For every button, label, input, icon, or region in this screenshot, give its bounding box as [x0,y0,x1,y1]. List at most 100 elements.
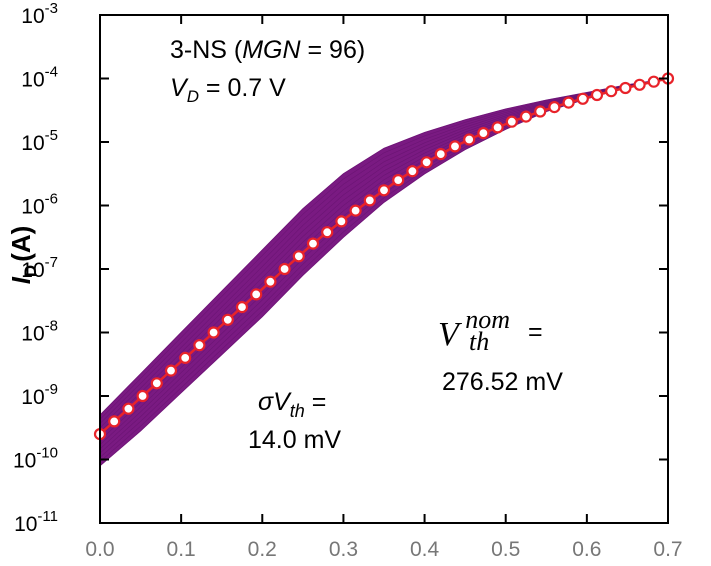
nominal-point [534,105,547,118]
y-tick-base: 10 [13,450,36,473]
nominal-point [605,85,618,98]
vd-annotation-rest: = 0.7 V [199,74,286,102]
sigma-v: σV [258,388,292,416]
sigma-sub: th [290,401,305,421]
y-tick-base: 10 [14,513,37,536]
y-tick-label: 10-11 [14,508,58,536]
variation-curve [99,78,669,454]
y-tick-label: 10-10 [13,445,58,473]
nominal-point [548,100,561,114]
nominal-point [619,81,632,95]
y-tick-label: 10-5 [21,127,58,155]
y-tick-exp: -5 [45,127,58,144]
nominal-point [207,326,220,339]
nominal-point [349,204,362,217]
variation-curve [99,78,669,445]
y-tick-base: 10 [21,69,44,92]
variation-curve [99,78,669,420]
device-annotation: 3-NS (MGN = 96) [170,36,365,64]
x-tick-label: 0.7 [653,538,682,561]
variation-curve [99,78,669,467]
nominal-point [221,313,234,326]
y-tick-label: 10-9 [21,381,58,409]
nominal-point [292,250,305,263]
nominal-point [576,92,589,105]
y-tick-exp: -7 [45,254,58,271]
y-tick-exp: -3 [45,0,58,17]
nominal-point [136,389,149,403]
nominal-point [491,121,504,134]
nominal-point [150,377,163,390]
variation-curve [99,78,669,416]
y-axis-label-sub: D [21,265,40,277]
y-axis-label: ID (A) [6,226,40,285]
vd-annotation-v: V [170,74,189,102]
nominal-point [519,110,533,123]
nominal-point [647,75,660,88]
variation-curve [99,78,669,450]
vth-nom-eq: = [528,318,543,346]
nominal-point [505,115,518,128]
device-annotation-italic: MGN [242,36,301,64]
axis-layer: 0.0 0.1 0.2 0.3 0.4 0.5 0.6 0.710-310-410-510-6… [13,0,683,561]
variation-curve [99,78,669,433]
variation-curve [99,78,669,458]
sigma-eq: = [305,388,327,416]
nominal-point [363,194,376,207]
nominal-point [377,184,391,197]
nominal-point [108,415,121,428]
sigma-value: 14.0 mV [248,426,341,454]
y-tick-exp: -9 [45,381,58,398]
nominal-point [335,215,348,228]
y-tick-exp: -11 [37,508,58,525]
variation-curve [99,78,669,424]
nominal-point [321,226,334,239]
nominal-point [562,96,575,109]
x-tick-label: 0.3 [329,538,358,561]
vd-annotation-sub: D [187,87,199,106]
variation-band-layer [99,78,669,467]
nominal-point [264,275,277,288]
x-tick-label: 0.6 [572,538,601,561]
y-tick-label: 10-8 [21,318,58,346]
nominal-point [633,78,646,91]
nominal-point [164,364,178,377]
vth-nom-value: 276.52 mV [442,368,563,396]
x-tick-label: 0.5 [491,538,520,561]
y-tick-exp: -4 [45,64,58,81]
vd-annotation: VD = 0.7 V [170,74,286,106]
nominal-point [193,339,206,352]
y-axis-label-unit: (A) [6,226,36,262]
nominal-point [392,174,405,187]
nominal-point [463,133,476,146]
y-tick-exp: -6 [45,191,58,208]
y-tick-exp: -8 [45,318,58,335]
nominal-point [235,301,249,314]
y-tick-exp: -10 [36,445,58,462]
nominal-point [179,351,192,364]
y-tick-base: 10 [21,5,44,28]
x-tick-label: 0.4 [410,538,440,561]
variation-curve [99,78,669,429]
nominal-point [306,237,320,250]
sigma-label: σVth = [258,388,326,421]
nominal-curve-layer [93,72,675,441]
vth-nom-sup: nom [465,305,510,334]
nominal-point [477,127,490,140]
y-tick-label: 10-4 [21,64,58,92]
y-axis-label-main: I [6,276,36,284]
vth-nom-v: V [438,316,463,353]
y-tick-base: 10 [21,132,44,155]
vth-nom-sub: th [469,327,489,356]
x-tick-label: 0.0 [85,538,114,561]
y-tick-label: 10-3 [21,0,58,28]
y-tick-base: 10 [21,259,44,282]
y-tick-label: 10-7 [21,254,58,282]
nominal-point [590,88,604,102]
nominal-point [448,140,462,153]
nominal-point [122,402,135,415]
nominal-point [250,288,263,301]
nominal-point [434,148,447,161]
variation-curve [99,78,669,462]
